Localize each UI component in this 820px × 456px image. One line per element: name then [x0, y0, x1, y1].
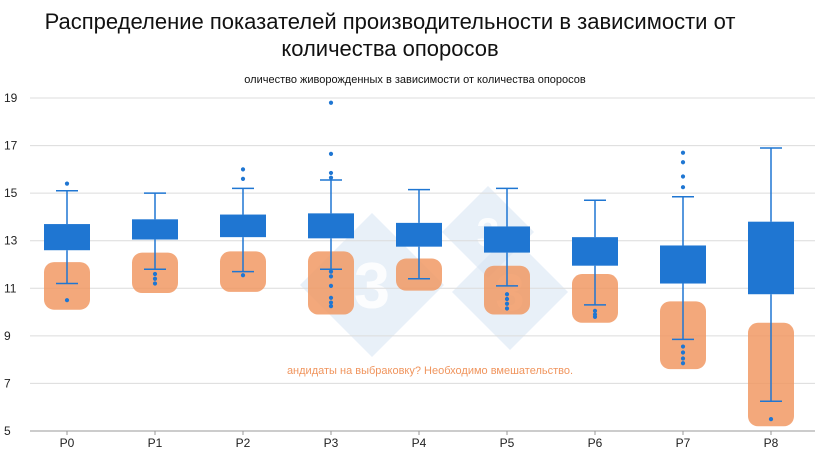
x-tick-label: P4 — [412, 436, 427, 450]
y-tick-label: 17 — [4, 139, 18, 153]
outlier-point — [328, 175, 334, 180]
outlier-point — [152, 281, 158, 286]
outlier-point — [768, 417, 774, 422]
outlier-point — [328, 300, 334, 305]
box-body — [748, 221, 794, 295]
x-tick-label: P7 — [676, 436, 691, 450]
x-tick-label: P6 — [588, 436, 603, 450]
outlier-point — [504, 306, 510, 311]
outlier-point — [152, 276, 158, 281]
chart-title: Распределение показателей производительн… — [44, 9, 736, 61]
outlier-point — [64, 181, 70, 186]
outlier-point — [592, 308, 598, 313]
outlier-point — [152, 271, 158, 277]
outlier-point — [504, 292, 510, 297]
box-P1 — [132, 192, 178, 286]
outlier-point — [680, 160, 686, 165]
y-tick-label: 5 — [4, 424, 11, 438]
box-body — [660, 245, 706, 284]
highlight-region — [484, 265, 530, 315]
outlier-point — [680, 174, 686, 179]
outlier-point — [240, 167, 246, 172]
box-P8 — [748, 147, 794, 422]
box-P6 — [572, 199, 618, 319]
outlier-point — [680, 185, 686, 190]
outlier-point — [504, 301, 510, 306]
box-body — [396, 222, 442, 247]
outlier-point — [328, 304, 334, 309]
y-tick-label: 13 — [4, 234, 18, 248]
outlier-point — [680, 361, 686, 366]
box-body — [572, 237, 618, 266]
box-P0 — [44, 181, 90, 303]
box-body — [308, 213, 354, 239]
box-body — [220, 214, 266, 238]
watermark-glyph: 3 — [354, 249, 390, 322]
box-P7 — [660, 150, 706, 366]
y-tick-label: 19 — [4, 91, 18, 105]
watermark-diamond — [300, 213, 444, 357]
outlier-point — [64, 298, 70, 303]
x-tick-label: P8 — [764, 436, 779, 450]
y-tick-label: 9 — [4, 329, 11, 343]
x-tick-label: P2 — [236, 436, 251, 450]
box-P5 — [484, 187, 530, 311]
x-axis: P0 P1 P2 P3 P4 P5 P6 P7 P8 — [30, 430, 815, 450]
outlier-point — [680, 356, 686, 361]
outlier-point — [328, 100, 334, 105]
x-tick-label: P1 — [148, 436, 163, 450]
highlight-region — [44, 262, 90, 310]
box-body — [484, 226, 530, 253]
outlier-point — [504, 296, 510, 302]
outlier-point — [328, 274, 334, 279]
y-axis: 5 7 9 11 13 15 17 19 — [4, 91, 18, 438]
box-body — [44, 224, 90, 251]
outlier-point — [328, 283, 334, 289]
x-tick-label: P5 — [500, 436, 515, 450]
box-series — [44, 100, 794, 422]
y-tick-label: 7 — [4, 376, 11, 390]
outlier-point — [328, 151, 334, 156]
x-tick-label: P3 — [324, 436, 339, 450]
box-P3 — [308, 100, 354, 309]
chart-subtitle: оличество живорожденных в зависимости от… — [244, 74, 586, 86]
outlier-point — [680, 150, 686, 155]
annotation-text: андидаты на выбраковку? Необходимо вмеша… — [287, 365, 573, 377]
outlier-point — [328, 295, 334, 300]
outlier-point — [240, 176, 246, 181]
box-body — [132, 219, 178, 240]
outlier-point — [680, 344, 686, 349]
box-P4 — [396, 188, 442, 280]
highlight-region — [308, 251, 354, 315]
y-tick-label: 15 — [4, 186, 18, 200]
x-tick-label: P0 — [60, 436, 75, 450]
box-P2 — [220, 167, 266, 278]
y-tick-label: 11 — [4, 281, 17, 295]
outlier-point — [680, 350, 686, 355]
outlier-point — [592, 314, 598, 319]
outlier-point — [328, 269, 334, 274]
outlier-point — [328, 170, 334, 176]
outlier-point — [240, 273, 246, 278]
